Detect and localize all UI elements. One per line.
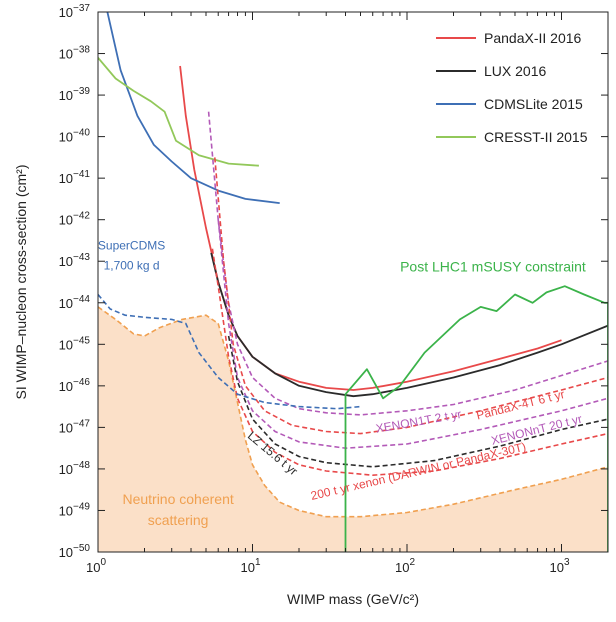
y-tick-label: 10−41 <box>59 169 91 186</box>
series-line-pandax-4t-6-t-yr <box>214 157 608 435</box>
x-tick-label: 102 <box>395 557 415 575</box>
legend-label-cresst-ii-2015: CRESST-II 2015 <box>484 129 588 145</box>
series-line-lz-15-6-t-yr <box>227 335 608 468</box>
series-line-200-t-yr-xenon-darwin-or-pandax-30t <box>211 248 608 476</box>
axes-layer <box>97 11 609 553</box>
y-tick-label: 10−42 <box>59 211 91 228</box>
x-tick-label: 103 <box>549 557 569 575</box>
y-tick-label: 10−43 <box>59 252 91 269</box>
tick-layer: 10−37 10−38 10−39 10−40 10−41 10−42 10−43 10−44… <box>59 3 609 575</box>
annotation-xenon1t-2-t-yr: XENON1T 2 t yr <box>375 407 463 436</box>
annotation-neutrino-coherent: Neutrino coherent <box>122 491 233 507</box>
series-line-cresst-ii-2015 <box>98 57 259 167</box>
series-fill-neutrino-coherent-scattering <box>98 306 608 552</box>
fill-layer <box>98 306 608 552</box>
legend-label-lux-2016: LUX 2016 <box>484 63 546 79</box>
annotation-200-t-yr-xenon-darwin-or-pandax-30t: 200 t yr xenon (DARWIN or PandaX-30T) <box>309 440 527 503</box>
y-tick-label: 10−44 <box>59 294 91 311</box>
y-axis-label: SI WIMP–nucleon cross-section (cm²) <box>13 165 29 400</box>
annotation-scattering: scattering <box>148 512 209 528</box>
legend-label-pandax-ii-2016: PandaX-II 2016 <box>484 30 582 46</box>
y-tick-label: 10−48 <box>59 460 91 477</box>
y-tick-label: 10−38 <box>59 45 91 62</box>
y-tick-label: 10−45 <box>59 335 91 352</box>
y-tick-label: 10−46 <box>59 377 91 394</box>
series-layer <box>98 12 608 552</box>
series-line-pandax-ii-2016 <box>179 65 562 391</box>
series-line-post-lhc1-msusy-constraint <box>344 285 608 552</box>
x-tick-label: 100 <box>86 557 106 575</box>
legend-label-cdmslite-2015: CDMSLite 2015 <box>484 96 583 112</box>
annotation-pandax-4t-6-t-yr: PandaX-4T 6 t yr <box>475 387 566 422</box>
series-line-lux-2016 <box>210 252 608 398</box>
series-line-cdmslite-2015 <box>106 12 280 204</box>
x-tick-label: 101 <box>240 557 260 575</box>
y-tick-label: 10−50 <box>59 543 91 560</box>
annotation-post-lhc1-msusy-constraint: Post LHC1 mSUSY constraint <box>400 259 586 275</box>
y-tick-label: 10−47 <box>59 418 91 435</box>
x-axis-label: WIMP mass (GeV/c²) <box>287 591 419 607</box>
series-line-supercdms-1-700-kg-d <box>98 293 361 410</box>
series-line-xenonnt-20-t-yr <box>217 219 608 449</box>
plot-frame <box>97 11 609 553</box>
annotation-supercdms: SuperCDMS <box>98 239 165 253</box>
y-tick-label: 10−39 <box>59 86 91 103</box>
y-tick-label: 10−40 <box>59 128 91 145</box>
annotation-1-700-kg-d: 1,700 kg d <box>104 259 160 273</box>
legend: PandaX-II 2016 LUX 2016 CDMSLite 2015 CRESS… <box>436 30 588 145</box>
y-tick-label: 10−49 <box>59 501 91 518</box>
y-tick-label: 10−37 <box>59 3 91 20</box>
series-line-neutrino-coherent-scattering <box>98 306 608 518</box>
